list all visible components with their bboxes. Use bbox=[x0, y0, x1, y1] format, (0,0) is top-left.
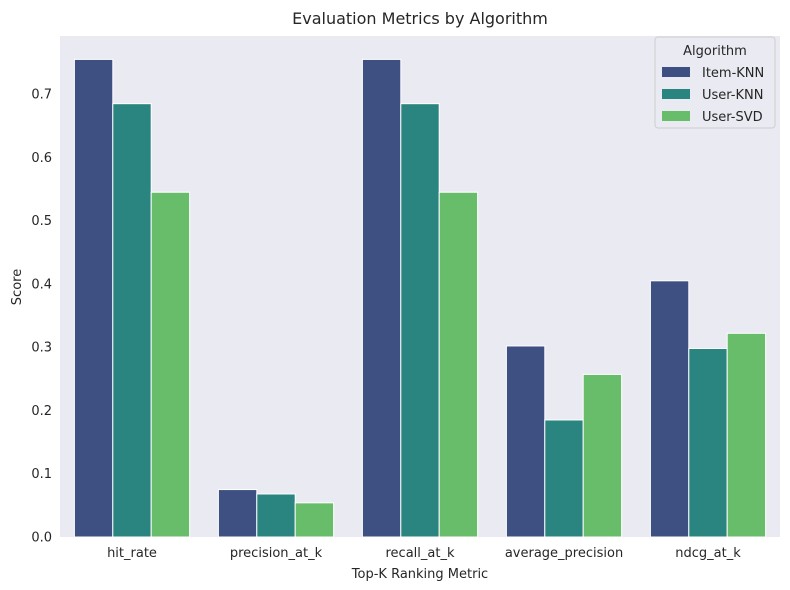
bar-item-knn-precision-at-k bbox=[217, 489, 258, 538]
y-tick-label: 0.5 bbox=[31, 214, 52, 229]
y-tick-label: 0.6 bbox=[31, 151, 52, 166]
bar-user-svd-average-precision bbox=[582, 373, 623, 538]
bar-item-knn-recall-at-k bbox=[361, 58, 402, 538]
y-tick-label: 0.2 bbox=[31, 404, 52, 419]
x-axis-label: Top-K Ranking Metric bbox=[351, 567, 488, 582]
bar-user-knn-average-precision bbox=[544, 419, 584, 538]
legend: Algorithm Item-KNN User-KNN User-SVD bbox=[654, 36, 776, 129]
bar-item-knn-average-precision bbox=[505, 345, 546, 538]
legend-swatch bbox=[662, 89, 690, 99]
bar-user-knn-recall-at-k bbox=[400, 103, 440, 538]
x-tick-label: precision_at_k bbox=[230, 546, 323, 561]
y-tick-label: 0.4 bbox=[31, 277, 52, 292]
y-axis-label: Score bbox=[10, 269, 25, 305]
bar-user-svd-hit-rate bbox=[150, 191, 191, 538]
bar-user-knn-precision-at-k bbox=[256, 493, 296, 538]
bar-user-svd-recall-at-k bbox=[438, 191, 479, 538]
chart-title: Evaluation Metrics by Algorithm bbox=[292, 9, 548, 28]
legend-title: Algorithm bbox=[683, 44, 747, 59]
legend-label: User-KNN bbox=[702, 88, 763, 103]
x-tick-label: hit_rate bbox=[107, 546, 157, 561]
x-tick-label: average_precision bbox=[505, 546, 623, 561]
bar-item-knn-hit-rate bbox=[73, 58, 114, 538]
y-tick-label: 0.3 bbox=[31, 341, 52, 356]
legend-swatch bbox=[662, 111, 690, 121]
x-tick-label: recall_at_k bbox=[386, 546, 455, 561]
y-tick-label: 0.0 bbox=[31, 531, 52, 546]
y-tick-label: 0.1 bbox=[31, 467, 52, 482]
bar-item-knn-ndcg-at-k bbox=[649, 280, 690, 538]
bar-user-svd-ndcg-at-k bbox=[726, 332, 767, 538]
legend-label: Item-KNN bbox=[702, 66, 764, 81]
x-tick-label: ndcg_at_k bbox=[675, 546, 741, 561]
bar-user-knn-ndcg-at-k bbox=[688, 347, 728, 538]
bar-user-knn-hit-rate bbox=[112, 103, 152, 538]
bar-user-svd-precision-at-k bbox=[294, 502, 335, 538]
legend-swatch bbox=[662, 67, 690, 77]
legend-label: User-SVD bbox=[702, 110, 763, 125]
legend-box bbox=[654, 36, 776, 129]
y-tick-label: 0.7 bbox=[31, 88, 52, 103]
